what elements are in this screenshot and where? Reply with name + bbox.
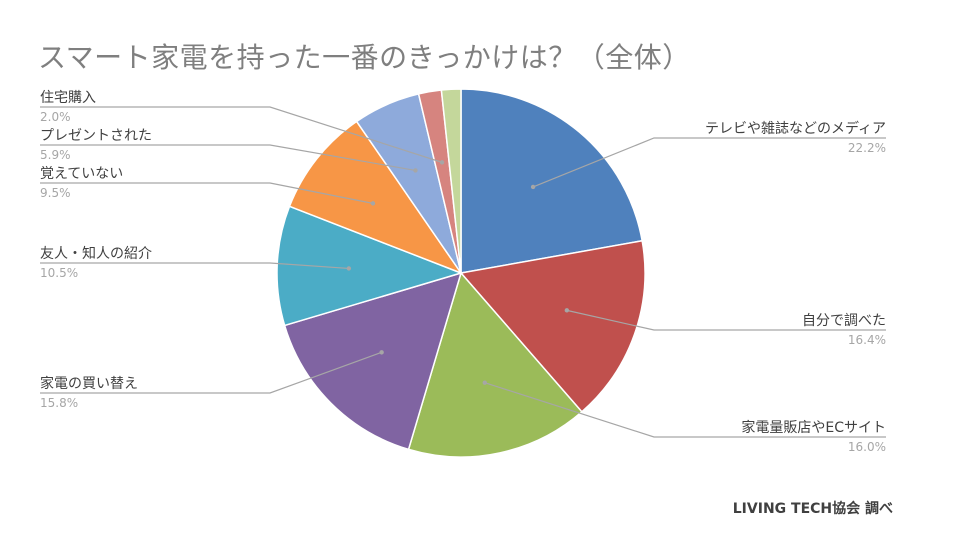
slice-label-6: 覚えていない (40, 166, 123, 182)
slice-label-4: 家電の買い替え (40, 375, 138, 392)
source-credit: LIVING TECH協会 調べ (732, 501, 893, 517)
slice-label-2: 自分で調べた (802, 313, 886, 329)
slice-percent-4: 15.8% (40, 396, 78, 410)
pie-slice-6 (288, 120, 464, 275)
slice-label-1: テレビや雑誌などのメディア (705, 120, 886, 137)
slice-percent-3: 16.0% (848, 440, 886, 454)
pie-slice-4 (283, 271, 463, 451)
leader-line-2 (566, 309, 886, 331)
slice-percent-8: 2.0% (40, 110, 71, 124)
leader-line-6 (40, 182, 374, 204)
slice-label-5: 友人・知人の紹介 (40, 245, 152, 262)
leader-line-5 (40, 262, 349, 270)
leader-line-8 (40, 106, 443, 163)
leader-line-3 (484, 382, 886, 438)
slice-percent-1: 22.2% (848, 141, 886, 155)
pie-slices (276, 88, 646, 458)
slice-percent-7: 5.9% (40, 148, 71, 162)
slice-label-8: 住宅購入 (40, 90, 96, 106)
slice-percent-2: 16.4% (848, 333, 886, 347)
leader-lines (40, 106, 886, 438)
pie-slice-1 (460, 88, 644, 274)
slice-label-7: プレゼントされた (40, 128, 152, 144)
slice-label-3: 家電量販店やECサイト (741, 419, 886, 436)
leader-dot-3 (482, 380, 487, 385)
leader-line-7 (40, 144, 416, 172)
pie-slice-9 (440, 88, 462, 274)
chart-title: スマート家電を持った一番のきっかけは？（全体） (38, 41, 691, 74)
pie-slice-5 (276, 205, 464, 327)
pie-slice-3 (407, 271, 583, 458)
leader-line-4 (40, 351, 382, 394)
pie-slice-2 (459, 239, 646, 413)
slice-labels: テレビや雑誌などのメディア 22.2% 自分で調べた 16.4% 家電量販店やECサイト… (40, 90, 886, 454)
leader-line-1 (532, 137, 886, 188)
slice-percent-6: 9.5% (40, 186, 71, 200)
slice-percent-5: 10.5% (40, 266, 78, 280)
